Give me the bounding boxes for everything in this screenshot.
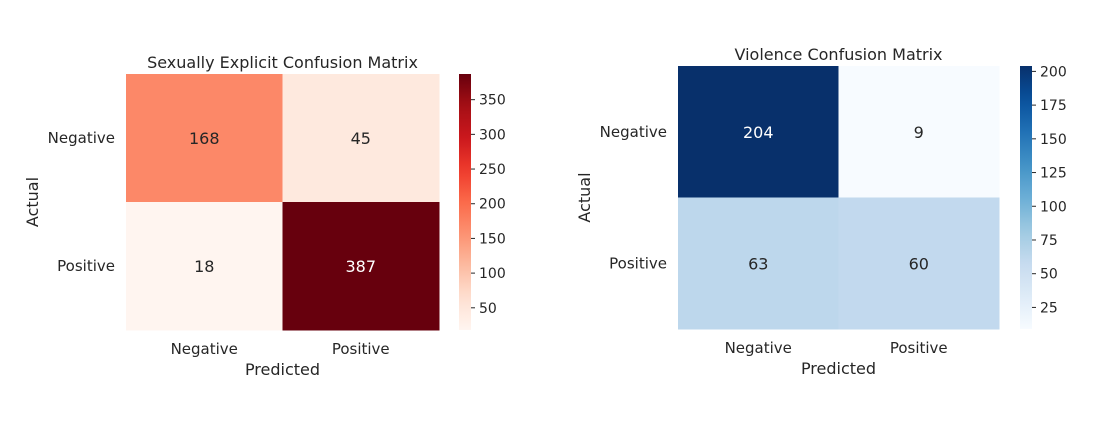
colorbar — [1020, 66, 1032, 329]
x-axis-label: Predicted — [245, 360, 320, 379]
colorbar-tick-label: 350 — [479, 93, 506, 109]
x-tick-label: Negative — [171, 340, 238, 358]
colorbar-tick-label: 200 — [1040, 64, 1067, 80]
colorbar-tick-label: 200 — [479, 197, 506, 213]
y-axis-label: Actual — [575, 172, 594, 222]
chart-1: 168 45 18 387 Sexually Explicit Confusion Ma… — [23, 53, 506, 379]
heatmap-cell — [126, 202, 283, 331]
colorbar-tick-label: 300 — [479, 127, 506, 143]
colorbar-tick-label: 50 — [479, 301, 497, 317]
colorbar-tick-label: 125 — [1040, 166, 1067, 182]
cell-value-label: 387 — [345, 257, 376, 276]
x-tick-label: Positive — [890, 339, 948, 357]
colorbar-tick-label: 250 — [479, 162, 506, 178]
cell-value-label: 18 — [194, 257, 214, 276]
cell-value-label: 45 — [351, 129, 371, 148]
x-tick-label: Positive — [332, 340, 390, 358]
y-tick-label: Negative — [600, 123, 667, 141]
colorbar-tick-label: 25 — [1040, 300, 1058, 316]
colorbar-tick-label: 100 — [1040, 199, 1067, 215]
heatmap-cell — [282, 202, 440, 331]
cell-value-label: 63 — [748, 254, 768, 273]
colorbar-tick-label: 75 — [1040, 233, 1058, 249]
colorbar-tick-label: 50 — [1040, 267, 1058, 283]
y-tick-label: Positive — [609, 254, 667, 272]
cell-value-label: 168 — [189, 129, 220, 148]
chart-title: Violence Confusion Matrix — [734, 45, 942, 64]
y-axis-label: Actual — [23, 177, 42, 227]
heatmap-cell — [282, 74, 440, 203]
chart-title: Sexually Explicit Confusion Matrix — [147, 53, 418, 72]
colorbar-tick-label: 150 — [1040, 132, 1067, 148]
colorbar — [459, 74, 471, 330]
x-tick-label: Negative — [725, 339, 792, 357]
heatmap-cell — [838, 66, 1000, 198]
heatmap-cell — [126, 74, 283, 203]
colorbar-tick-label: 175 — [1040, 98, 1067, 114]
cell-value-label: 204 — [743, 123, 774, 142]
colorbar-tick-label: 100 — [479, 266, 506, 282]
colorbar-tick-label: 150 — [479, 231, 506, 247]
chart-2: 204 9 63 60 Violence Confusion Matrix Negativ… — [575, 45, 1067, 378]
cell-value-label: 60 — [909, 254, 929, 273]
y-tick-label: Negative — [48, 129, 115, 147]
heatmap-cell — [678, 197, 839, 330]
y-tick-label: Positive — [57, 257, 115, 275]
x-axis-label: Predicted — [801, 359, 876, 378]
heatmap-cell — [838, 197, 1000, 330]
cell-value-label: 9 — [914, 123, 924, 142]
heatmap-cell — [678, 66, 839, 198]
